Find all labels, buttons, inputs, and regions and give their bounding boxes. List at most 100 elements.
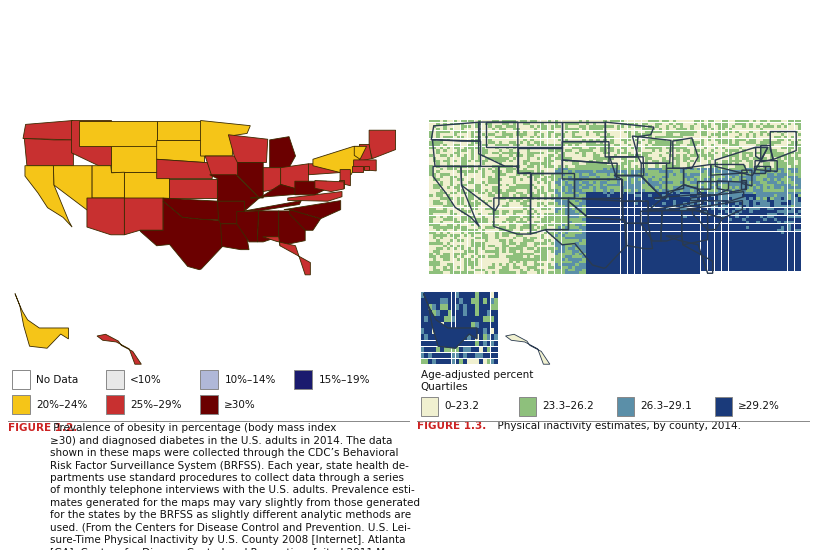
Bar <box>444 125 447 128</box>
Bar <box>676 186 680 189</box>
Bar <box>509 165 512 168</box>
Bar <box>655 250 659 252</box>
Bar <box>708 186 711 189</box>
Bar <box>516 162 520 165</box>
Bar <box>583 226 586 229</box>
Bar <box>610 255 614 258</box>
Bar <box>735 181 739 184</box>
Bar <box>663 248 666 250</box>
Bar <box>708 213 711 216</box>
Bar <box>516 123 520 125</box>
Bar <box>663 221 666 223</box>
Bar <box>729 237 732 239</box>
Bar <box>655 205 659 207</box>
Bar <box>569 223 572 226</box>
Bar <box>475 328 479 334</box>
Bar <box>516 128 520 130</box>
Bar <box>732 261 735 263</box>
Bar <box>450 146 453 149</box>
Bar <box>495 250 498 252</box>
Bar <box>551 168 555 170</box>
Bar <box>509 234 512 236</box>
Bar <box>645 170 649 173</box>
Bar <box>614 197 617 200</box>
Bar <box>610 189 614 191</box>
Bar <box>523 173 526 175</box>
Bar <box>791 144 794 146</box>
Bar <box>440 125 443 128</box>
Bar <box>763 202 766 205</box>
Bar <box>534 173 537 175</box>
Polygon shape <box>313 146 367 175</box>
Bar <box>749 248 752 250</box>
Bar <box>463 353 467 359</box>
Bar <box>614 136 617 139</box>
Bar <box>663 226 666 229</box>
Bar <box>715 226 718 229</box>
Bar <box>795 239 798 242</box>
Bar <box>478 232 481 234</box>
Bar <box>561 133 565 136</box>
Bar <box>739 125 742 128</box>
Bar <box>729 194 732 197</box>
Bar <box>752 250 757 252</box>
Bar <box>534 194 537 197</box>
Bar <box>666 242 669 245</box>
Bar <box>583 205 586 207</box>
Bar <box>485 162 489 165</box>
Bar <box>475 181 478 184</box>
Bar <box>440 207 443 210</box>
Bar <box>607 250 610 252</box>
Bar <box>513 152 516 155</box>
Bar <box>450 261 453 263</box>
Bar <box>475 269 478 271</box>
Bar <box>506 258 509 261</box>
Bar <box>749 221 752 223</box>
Bar <box>725 130 728 133</box>
Bar <box>669 216 672 218</box>
Bar <box>478 133 481 136</box>
Bar <box>440 310 444 316</box>
Bar <box>453 205 457 207</box>
Bar <box>464 263 467 266</box>
Bar <box>537 128 541 130</box>
Bar <box>458 173 461 175</box>
Bar <box>614 144 617 146</box>
Bar <box>458 128 461 130</box>
Bar <box>676 160 680 162</box>
Bar <box>729 248 732 250</box>
Bar <box>433 255 436 258</box>
Bar <box>735 250 739 252</box>
Bar <box>617 186 620 189</box>
Bar <box>475 168 478 170</box>
Bar <box>680 141 683 144</box>
Bar <box>471 223 475 226</box>
Bar <box>760 245 763 248</box>
Bar <box>485 263 489 266</box>
Bar <box>593 234 596 236</box>
Bar <box>544 192 547 194</box>
Bar <box>683 210 686 213</box>
Bar <box>701 197 704 200</box>
Bar <box>450 255 453 258</box>
Bar <box>544 189 547 191</box>
Bar <box>516 207 520 210</box>
Bar <box>757 197 760 200</box>
Bar <box>621 192 624 194</box>
Bar <box>774 152 777 155</box>
Bar <box>635 173 638 175</box>
Bar <box>464 176 467 178</box>
Bar <box>795 194 798 197</box>
Bar <box>458 165 461 168</box>
Bar <box>561 200 565 202</box>
Bar <box>433 130 436 133</box>
Bar <box>475 123 478 125</box>
Bar <box>694 261 697 263</box>
Bar <box>596 213 600 216</box>
Bar <box>708 263 711 266</box>
Bar <box>791 194 794 197</box>
Bar <box>523 245 526 248</box>
Bar <box>676 162 680 165</box>
Bar <box>752 255 757 258</box>
Bar <box>631 189 634 191</box>
